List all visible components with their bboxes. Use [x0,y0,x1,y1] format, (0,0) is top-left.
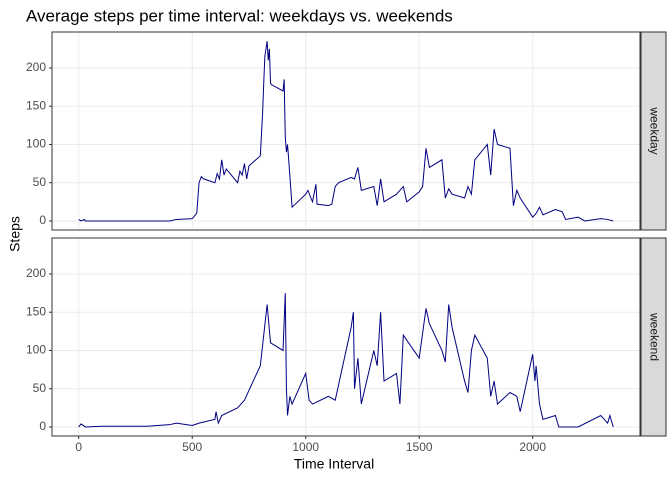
line [78,293,614,428]
y-tick-label: 150 [26,98,46,112]
y-tick-label: 50 [33,175,47,189]
line [78,41,614,222]
y-tick-label: 50 [33,381,47,395]
x-tick-label: 2000 [519,440,546,454]
y-tick-label: 100 [26,137,46,151]
x-tick-label: 1000 [292,440,319,454]
y-tick-label: 200 [26,266,46,280]
x-tick-label: 1500 [406,440,433,454]
x-tick-label: 0 [75,440,82,454]
x-axis-label: Time Interval [294,456,374,472]
y-tick-label: 100 [26,343,46,357]
y-tick-label: 150 [26,304,46,318]
facet-label: weekday [647,106,661,154]
facet-strip [640,31,667,231]
panel-border [51,237,641,437]
chart-title: Average steps per time interval: weekday… [26,6,453,25]
y-tick-label: 0 [39,419,46,433]
y-axis-label: Steps [7,216,23,252]
panel [52,32,640,230]
panel [52,238,640,436]
y-tick-label: 200 [26,60,46,74]
y-tick-label: 0 [39,213,46,227]
facet-label: weekend [647,312,661,361]
facet-strip [640,237,667,437]
x-tick-label: 500 [182,440,202,454]
panel-border [51,31,641,231]
